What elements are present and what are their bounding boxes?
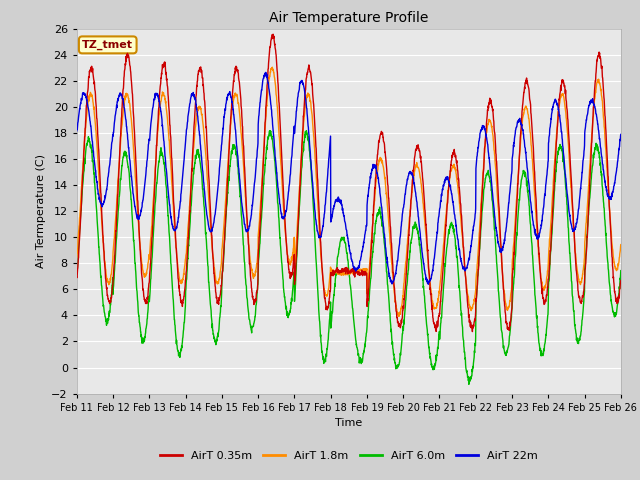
Title: Air Temperature Profile: Air Temperature Profile: [269, 11, 429, 25]
Text: TZ_tmet: TZ_tmet: [82, 40, 133, 50]
Legend: AirT 0.35m, AirT 1.8m, AirT 6.0m, AirT 22m: AirT 0.35m, AirT 1.8m, AirT 6.0m, AirT 2…: [156, 446, 542, 466]
X-axis label: Time: Time: [335, 418, 362, 428]
Y-axis label: Air Termperature (C): Air Termperature (C): [36, 154, 45, 268]
